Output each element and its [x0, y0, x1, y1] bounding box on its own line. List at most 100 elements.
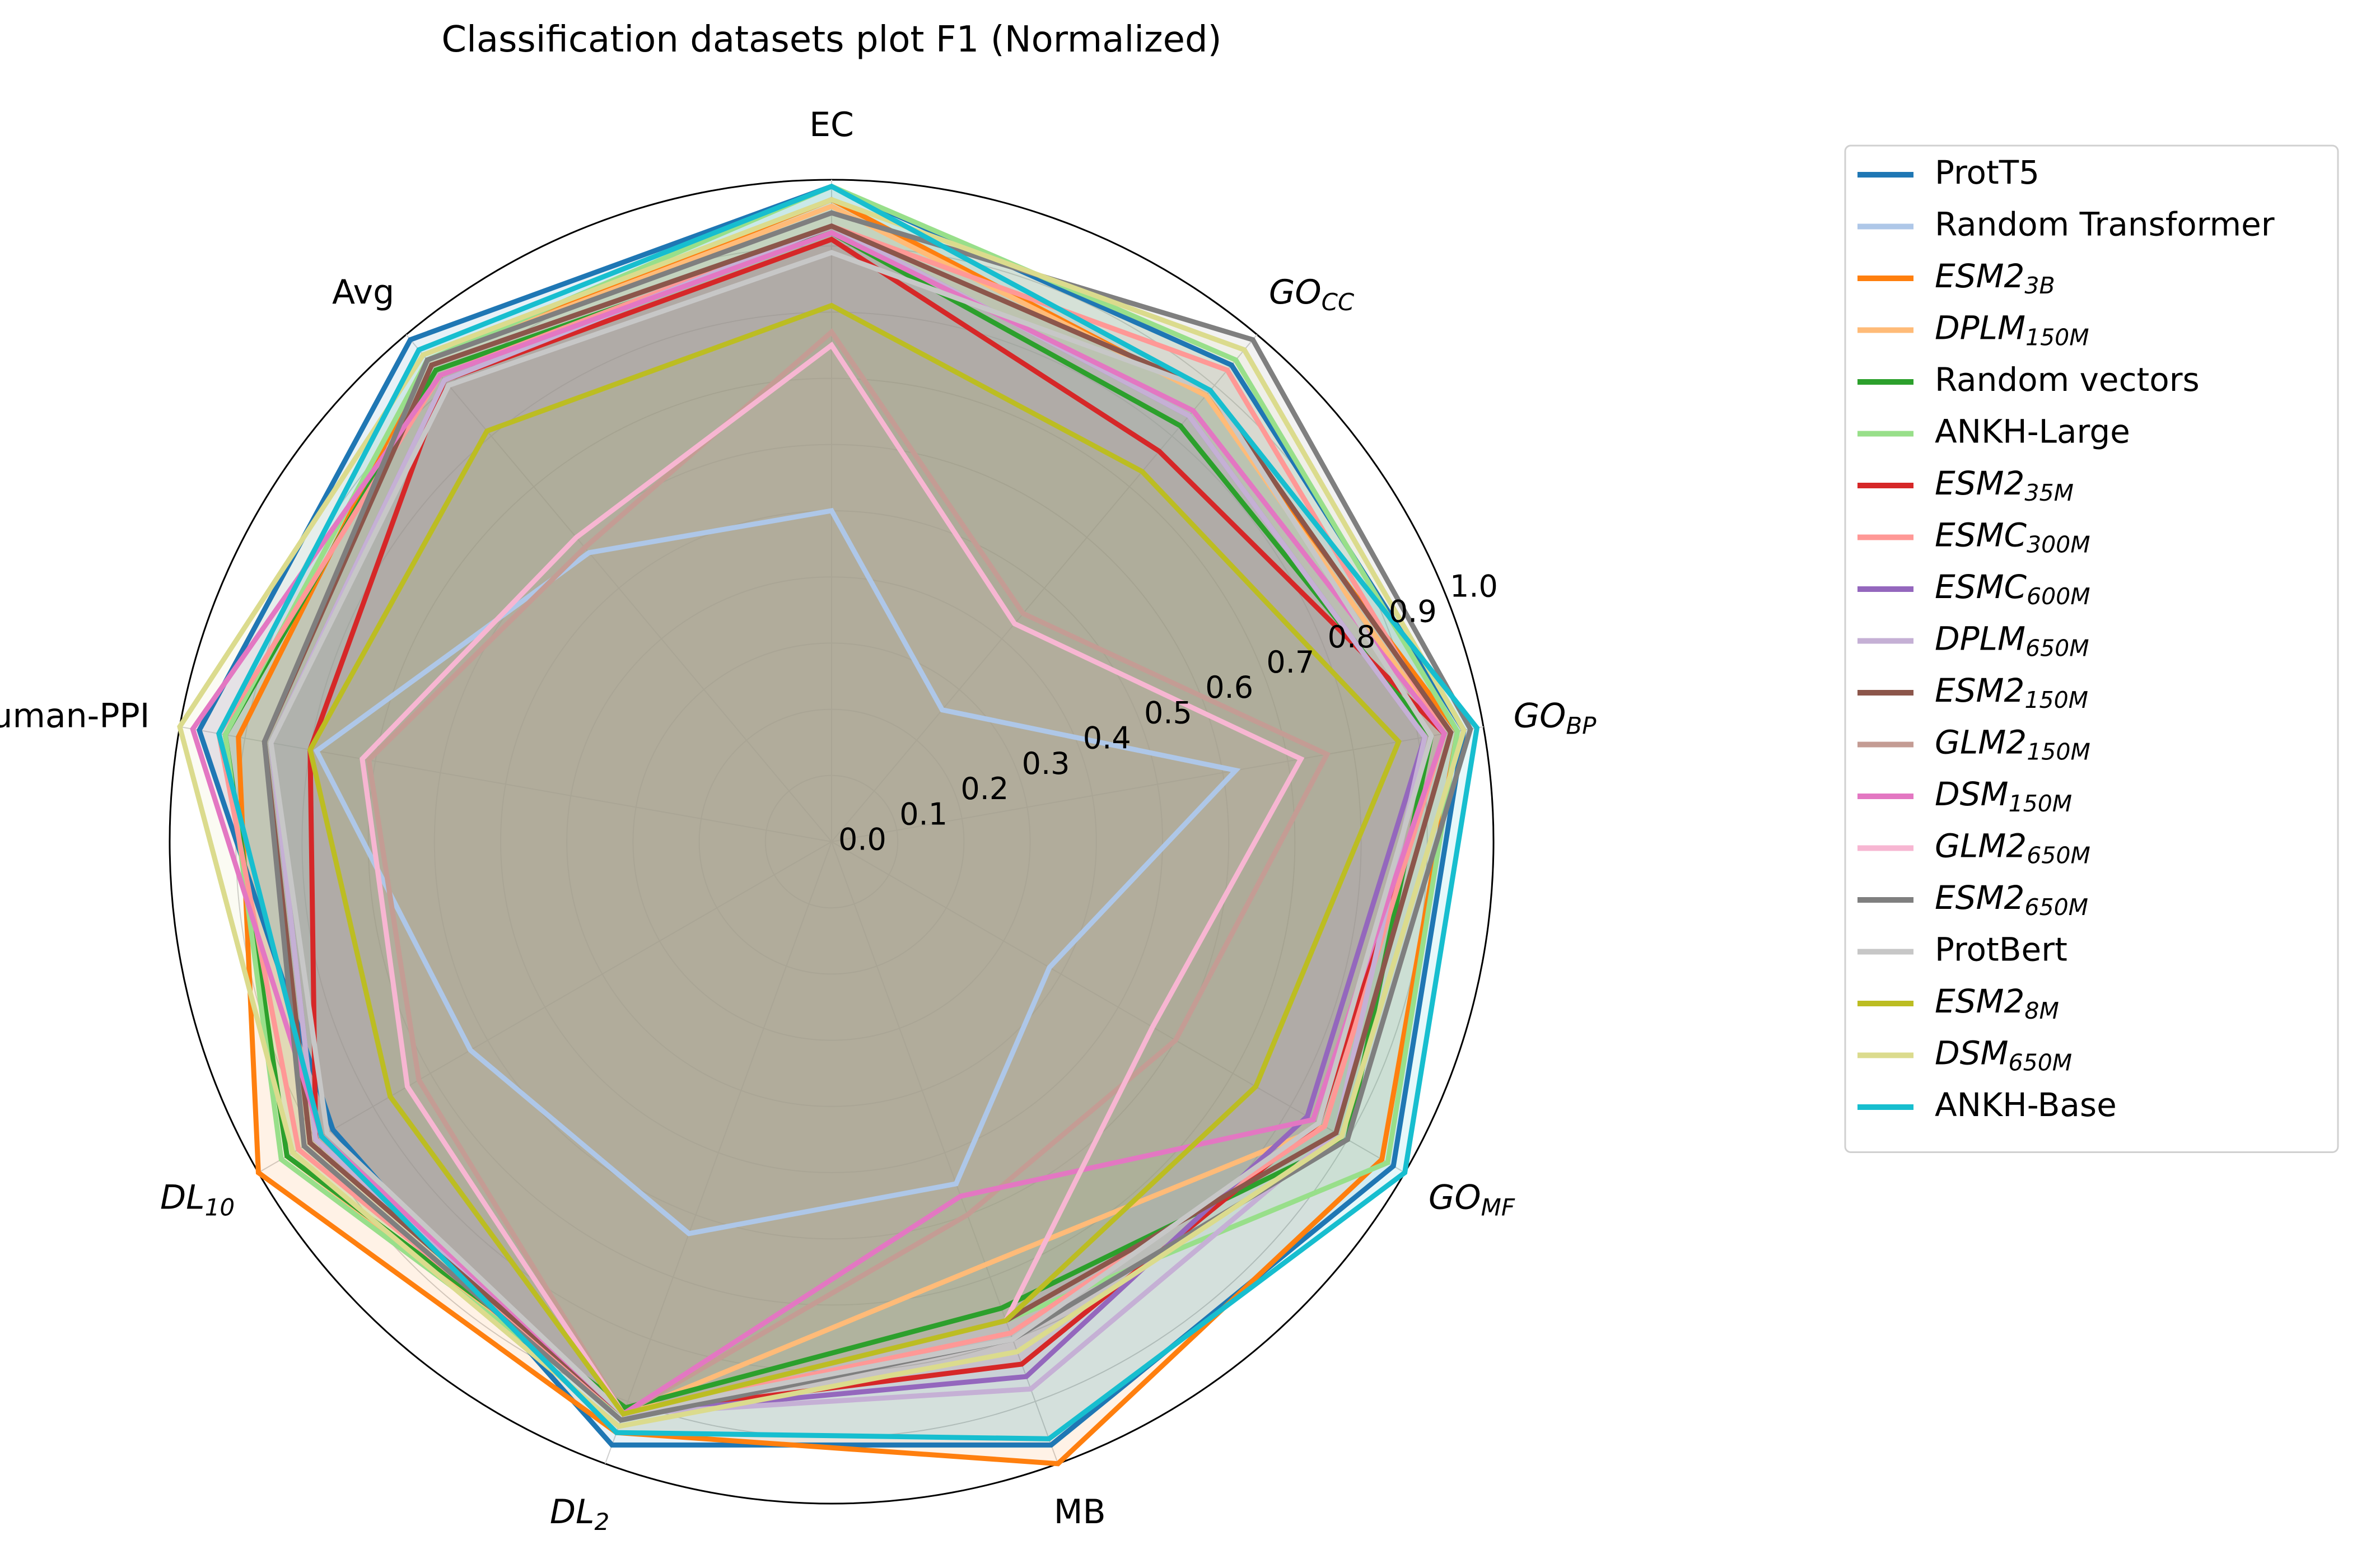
axis-label-7: Human-PPI [0, 696, 150, 735]
rtick-label: 0.4 [1083, 721, 1131, 756]
rtick-label: 0.0 [838, 822, 886, 857]
legend-entry-0: ProtT5 [1935, 153, 2039, 192]
series-line-15 [268, 250, 1434, 1417]
legend-entry-17: DSM650M [1935, 1034, 2072, 1076]
legend-entry-9-subscript: 650M [2025, 635, 2089, 662]
series-fill-13 [362, 345, 1301, 1414]
axis-label-4-main: MB [1054, 1492, 1106, 1532]
legend-box [1844, 144, 2339, 1153]
rtick-label: 0.5 [1144, 695, 1192, 730]
legend-entry-18: ANKH-Base [1935, 1086, 2117, 1124]
grid-spoke [831, 841, 1059, 1464]
axis-label-0-main: EC [809, 105, 854, 144]
legend-entry-2-subscript: 3B [2024, 272, 2055, 299]
axis-label-2-subscript: BP [1566, 712, 1597, 739]
series-line-16 [307, 302, 1402, 1417]
legend-entry-2: ESM23B [1935, 257, 2055, 299]
series-line-14 [262, 210, 1473, 1423]
series-fill-4 [225, 232, 1431, 1408]
rtick-label: 0.2 [960, 771, 1009, 806]
legend-entry-18-main: ANKH-Base [1935, 1086, 2117, 1124]
rtick-label: 0.9 [1389, 594, 1437, 629]
axis-label-1-subscript: CC [1322, 288, 1355, 315]
legend-entry-13-main: GLM2 [1935, 827, 2027, 865]
legend-entry-14-subscript: 650M [2024, 894, 2088, 921]
legend-entry-8-subscript: 600M [2027, 583, 2090, 610]
axis-label-8-main: Avg [332, 272, 394, 311]
legend-entry-4-main: Random vectors [1935, 361, 2200, 399]
series-fill-9 [270, 226, 1425, 1414]
series-line-9 [268, 223, 1428, 1417]
legend-entry-8-main: ESMC [1935, 568, 2027, 606]
series-fill-16 [310, 305, 1399, 1414]
rtick-label: 0.6 [1205, 670, 1253, 705]
series-fill-8 [270, 226, 1425, 1414]
rtick-label: 1.0 [1450, 568, 1498, 604]
series-fill-7 [218, 226, 1445, 1414]
legend-entry-10-subscript: 150M [2024, 687, 2088, 713]
series-line-11 [366, 328, 1331, 1417]
legend-entry-17-main: DSM [1935, 1034, 2009, 1072]
axis-label-0: EC [809, 105, 854, 144]
rtick-label: 0.8 [1328, 619, 1376, 655]
axis-label-2-main: GO [1514, 696, 1566, 735]
legend-entry-1: Random Transformer [1935, 206, 2275, 244]
legend-entry-14: ESM2650M [1935, 879, 2088, 921]
grid-spoke [405, 334, 832, 842]
legend-entry-15-main: ProtBert [1935, 931, 2067, 969]
legend-entry-12: DSM150M [1935, 775, 2072, 817]
series-fill-11 [368, 332, 1327, 1414]
legend-entry-7-main: ESMC [1935, 516, 2027, 554]
legend-entry-17-subscript: 650M [2009, 1049, 2073, 1076]
legend-entry-5: ANKH-Large [1935, 413, 2130, 451]
legend-entry-15: ProtBert [1935, 931, 2067, 969]
legend-entry-2-main: ESM2 [1935, 257, 2024, 295]
axis-label-1-main: GO [1269, 272, 1322, 311]
series-fill-3 [225, 206, 1445, 1414]
legend-entry-3: DPLM150M [1935, 309, 2089, 351]
legend-entry-6-subscript: 35M [2024, 479, 2074, 506]
legend-entry-3-subscript: 150M [2025, 324, 2089, 351]
legend-entry-8: ESMC600M [1935, 568, 2090, 610]
rtick-label: 0.3 [1022, 746, 1070, 781]
legend-entry-9: DPLM650M [1935, 620, 2089, 662]
grid-spoke [258, 841, 832, 1173]
axis-label-6-subscript: 10 [205, 1193, 235, 1221]
legend-entry-13-subscript: 650M [2027, 842, 2090, 869]
series-fill-17 [180, 199, 1464, 1427]
axis-label-6: DL10 [160, 1178, 235, 1221]
series-line-17 [177, 197, 1467, 1429]
legend-entry-3-main: DPLM [1935, 309, 2025, 347]
legend-entry-16: ESM28M [1935, 982, 2059, 1024]
axis-label-1: GOCC [1269, 272, 1355, 315]
legend-entry-11-main: GLM2 [1935, 724, 2027, 762]
legend-entry-12-subscript: 150M [2009, 790, 2073, 817]
legend-entry-16-main: ESM2 [1935, 982, 2024, 1020]
axis-label-8: Avg [332, 272, 394, 311]
chart-title: Classification datasets plot F1 (Normali… [441, 19, 1221, 60]
radial-tick-labels: 0.0 0.1 0.2 0.3 0.4 0.5 0.6 0.7 0.8 0.9 1.0 [838, 568, 1498, 857]
series-fill-0 [199, 186, 1464, 1445]
series-lines [177, 183, 1480, 1467]
axis-label-4: MB [1054, 1492, 1106, 1532]
legend-entry-13: GLM2650M [1935, 827, 2090, 869]
legend-entry-0-main: ProtT5 [1935, 153, 2039, 192]
legend-entry-7: ESMC300M [1935, 516, 2090, 558]
legend-entry-14-main: ESM2 [1935, 879, 2024, 917]
grid-spoke [604, 841, 832, 1464]
series-fill-5 [225, 186, 1458, 1414]
legend-entry-10: ESM2150M [1935, 671, 2088, 713]
axis-label-6-main: DL [160, 1178, 205, 1217]
series-line-18 [216, 183, 1480, 1441]
legend-entry-6-main: ESM2 [1935, 464, 2024, 502]
rtick-label: 0.1 [899, 796, 948, 832]
axis-label-3-main: GO [1429, 1178, 1481, 1217]
axis-label-7-main: Human-PPI [0, 696, 150, 735]
axis-label-3-subscript: MF [1481, 1193, 1515, 1221]
series-fill-1 [316, 511, 1236, 1234]
grid-spoke [831, 726, 1484, 842]
axis-label-2: GOBP [1514, 696, 1597, 739]
series-fill-10 [264, 226, 1451, 1414]
